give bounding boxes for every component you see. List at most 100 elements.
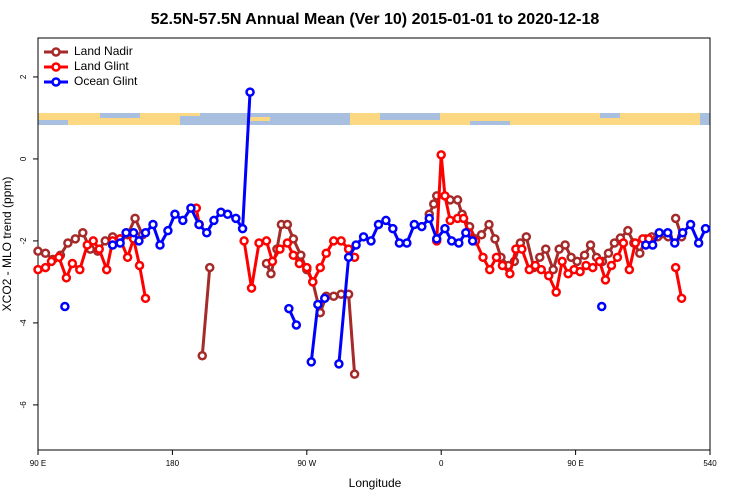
series-line — [674, 267, 684, 299]
data-point — [40, 262, 51, 273]
data-point — [82, 240, 93, 250]
data-point — [458, 213, 469, 224]
data-point — [566, 252, 576, 263]
data-point — [670, 238, 680, 248]
data-point — [693, 238, 704, 248]
data-point — [261, 236, 272, 246]
data-point — [478, 252, 488, 263]
data-point — [100, 236, 110, 246]
data-point — [282, 219, 293, 230]
data-point — [128, 227, 139, 238]
data-point — [194, 219, 204, 230]
data-point — [431, 234, 442, 244]
data-point — [308, 277, 318, 287]
data-point — [445, 215, 455, 226]
data-point — [540, 244, 551, 254]
data-point — [612, 252, 623, 263]
data-point — [676, 293, 687, 304]
plot-frame — [37, 37, 711, 451]
data-point — [670, 262, 681, 273]
data-point — [178, 215, 188, 226]
data-point — [33, 264, 43, 275]
data-point — [609, 238, 620, 248]
data-point — [452, 195, 463, 205]
data-point — [60, 301, 70, 312]
data-point — [209, 215, 219, 226]
data-point — [491, 252, 502, 263]
data-point — [334, 359, 344, 369]
data-point — [46, 256, 57, 267]
data-point — [484, 219, 494, 230]
data-point — [594, 256, 605, 267]
data-point — [94, 244, 104, 254]
data-point — [548, 264, 558, 275]
data-point — [436, 150, 446, 160]
data-point — [170, 209, 180, 220]
chart-title: 52.5N-57.5N Annual Mean (Ver 10) 2015-01… — [151, 11, 600, 28]
data-point — [351, 240, 361, 250]
data-point — [536, 264, 547, 275]
data-point — [140, 293, 151, 304]
data-point — [373, 219, 384, 230]
data-point — [476, 230, 487, 240]
data-point — [358, 232, 369, 242]
data-point — [618, 238, 629, 248]
data-point — [524, 264, 535, 275]
data-point — [388, 223, 398, 234]
data-point — [134, 236, 144, 246]
data-point — [201, 227, 212, 238]
data-point — [155, 240, 165, 250]
data-point — [266, 268, 276, 279]
data-point — [54, 252, 64, 263]
data-point — [624, 264, 635, 275]
data-point — [535, 252, 545, 263]
data-point — [122, 252, 133, 263]
data-point — [454, 238, 464, 248]
data-point — [606, 260, 617, 271]
legend-marker — [51, 62, 61, 72]
data-point — [40, 248, 51, 258]
data-point — [115, 238, 125, 248]
y-tick-label: -4 — [19, 319, 28, 327]
data-point — [70, 234, 81, 244]
data-point — [662, 227, 673, 238]
data-point — [623, 225, 633, 236]
y-tick-label: -2 — [19, 237, 28, 245]
data-point — [148, 219, 158, 230]
data-point — [134, 260, 145, 271]
data-point — [585, 240, 596, 250]
data-point — [530, 260, 541, 271]
data-point — [409, 219, 420, 230]
legend-label: Land Nadir — [74, 44, 133, 58]
data-point — [521, 232, 532, 242]
data-point — [497, 260, 508, 271]
x-axis-label: Longitude — [349, 476, 402, 490]
data-point — [204, 262, 215, 273]
data-point — [63, 238, 73, 248]
data-point — [467, 236, 478, 246]
data-point — [596, 301, 607, 312]
data-point — [296, 250, 306, 261]
data-point — [647, 240, 658, 250]
data-point — [670, 213, 681, 224]
data-point — [505, 268, 515, 279]
data-point — [315, 262, 325, 273]
data-point — [440, 191, 450, 201]
legend-label: Ocean Glint — [74, 74, 138, 88]
data-point — [572, 256, 582, 267]
data-point — [328, 291, 339, 302]
y-axis-label: XCO2 - MLO trend (ppm) — [0, 177, 14, 312]
data-point — [222, 209, 233, 220]
data-point — [557, 256, 567, 267]
data-point — [560, 240, 570, 250]
legend-marker — [51, 77, 61, 87]
data-point — [239, 236, 249, 246]
x-tick-label: 90 E — [30, 459, 46, 468]
data-point — [78, 227, 88, 238]
x-tick-label: 180 — [166, 459, 180, 468]
data-point — [343, 252, 354, 263]
data-point — [490, 234, 500, 244]
data-point — [294, 258, 305, 269]
